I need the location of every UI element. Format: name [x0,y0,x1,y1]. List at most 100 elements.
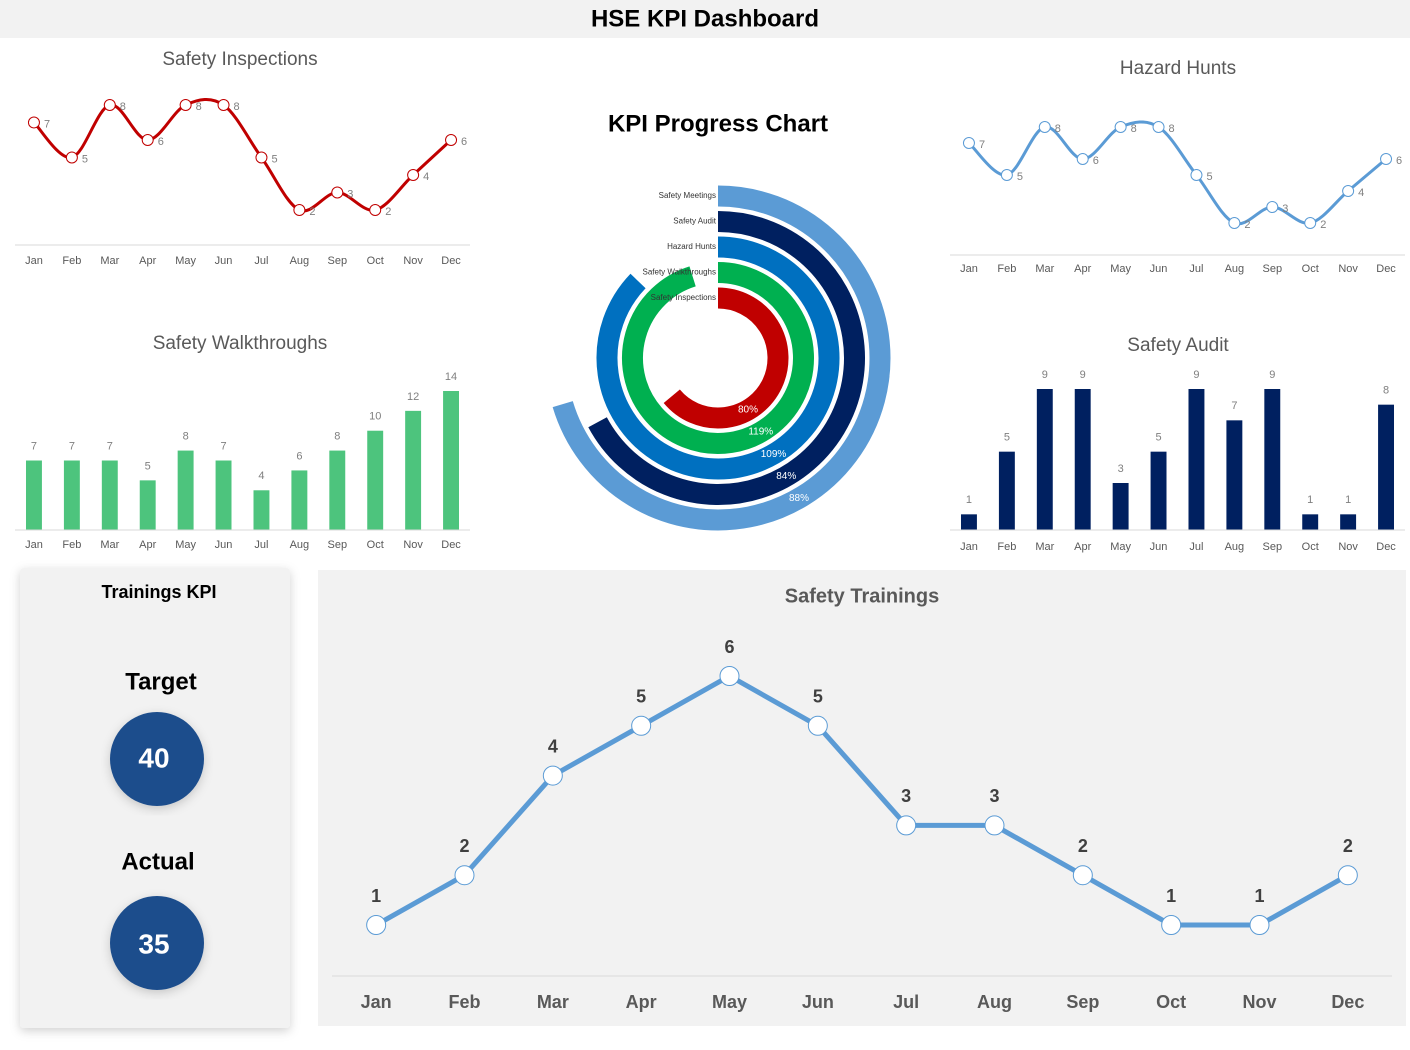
x-tick-label: Apr [1074,541,1091,553]
x-tick-label: Sep [1263,541,1283,553]
x-tick-label: May [712,992,747,1012]
data-label: 8 [196,101,202,113]
x-tick-label: Aug [1225,541,1245,553]
x-tick-label: Jun [215,539,233,551]
marker [454,865,475,886]
ring-label: Safety Inspections [651,293,716,302]
x-tick-label: Dec [1376,263,1396,275]
data-label: 6 [461,136,467,148]
data-label: 1 [1166,886,1176,906]
x-tick-label: Jan [25,255,43,267]
bar [1112,483,1129,530]
x-tick-label: Dec [1331,992,1364,1012]
marker [27,116,40,129]
chart-title: Hazard Hunts [1120,58,1236,79]
x-tick-label: Mar [100,539,119,551]
data-label: 12 [407,391,419,403]
bar [1264,389,1281,530]
x-tick-label: Feb [997,263,1016,275]
data-label: 5 [271,153,277,165]
marker [445,134,458,146]
bar [960,514,977,530]
marker [217,99,230,111]
x-tick-label: Feb [997,541,1016,553]
data-label: 9 [1193,369,1199,381]
chart-title: KPI Progress Chart [608,110,828,137]
ring-label: Safety Audit [673,217,716,226]
x-tick-label: Oct [367,255,384,267]
x-tick-label: Mar [1035,263,1054,275]
x-tick-label: Sep [328,255,348,267]
data-label: 5 [82,153,88,165]
bar [1302,514,1319,530]
bar [63,460,80,530]
bar [1074,389,1091,530]
data-label: 1 [966,494,972,506]
chart-title: Safety Walkthroughs [153,333,328,354]
marker [1114,121,1127,133]
marker [1266,201,1279,213]
data-label: 8 [1131,123,1137,135]
marker [962,137,975,149]
data-label: 2 [1320,219,1326,231]
x-tick-label: Aug [1225,263,1245,275]
bar [215,460,232,530]
ring-arc [622,262,814,454]
data-label: 8 [183,430,189,442]
x-tick-label: May [175,255,196,267]
ring-arc [552,185,891,531]
data-label: 9 [1080,369,1086,381]
x-tick-label: Apr [1074,263,1091,275]
ring-arc [596,236,840,480]
data-label: 3 [347,188,353,200]
data-label: 10 [369,411,381,423]
bar [1226,420,1243,530]
x-tick-label: Jun [1150,263,1168,275]
data-label: 3 [989,786,999,806]
x-tick-label: Jul [1189,541,1203,553]
x-tick-label: Aug [290,255,310,267]
data-label: 7 [31,440,37,452]
data-label: 6 [724,637,734,657]
x-tick-label: Jun [215,255,233,267]
data-label: 1 [1345,494,1351,506]
data-label: 7 [220,440,226,452]
kpi-actual-value: 35 [138,928,169,959]
x-tick-label: Dec [1376,541,1396,553]
bar [998,451,1015,530]
marker [1152,121,1165,133]
x-tick-label: Apr [626,992,657,1012]
data-label: 4 [423,171,429,183]
x-tick-label: Jun [1150,541,1168,553]
marker [719,666,740,686]
data-label: 5 [145,460,151,472]
data-label: 4 [548,736,558,756]
data-label: 119% [748,427,773,438]
bar [253,490,270,530]
x-tick-label: May [1110,263,1131,275]
data-label: 5 [1004,432,1010,444]
data-label: 8 [1169,123,1175,135]
data-label: 1 [1254,886,1264,906]
x-tick-label: Oct [1302,541,1319,553]
data-label: 6 [1093,155,1099,167]
marker [331,186,344,199]
data-label: 1 [1307,494,1313,506]
x-tick-label: Jun [802,992,834,1012]
marker [293,204,306,216]
bar [1378,404,1395,530]
marker [369,204,382,216]
x-tick-label: Feb [62,539,81,551]
kpi-target-value: 40 [138,742,169,773]
marker [807,715,828,736]
data-label: 2 [309,206,315,218]
data-label: 3 [901,786,911,806]
line [32,98,453,213]
kpi-actual-label: Actual [121,848,194,875]
dashboard-title: HSE KPI Dashboard [591,5,819,32]
data-label: 7 [44,118,50,130]
marker [1190,169,1203,181]
bar [443,391,460,530]
data-label: 8 [120,101,126,113]
